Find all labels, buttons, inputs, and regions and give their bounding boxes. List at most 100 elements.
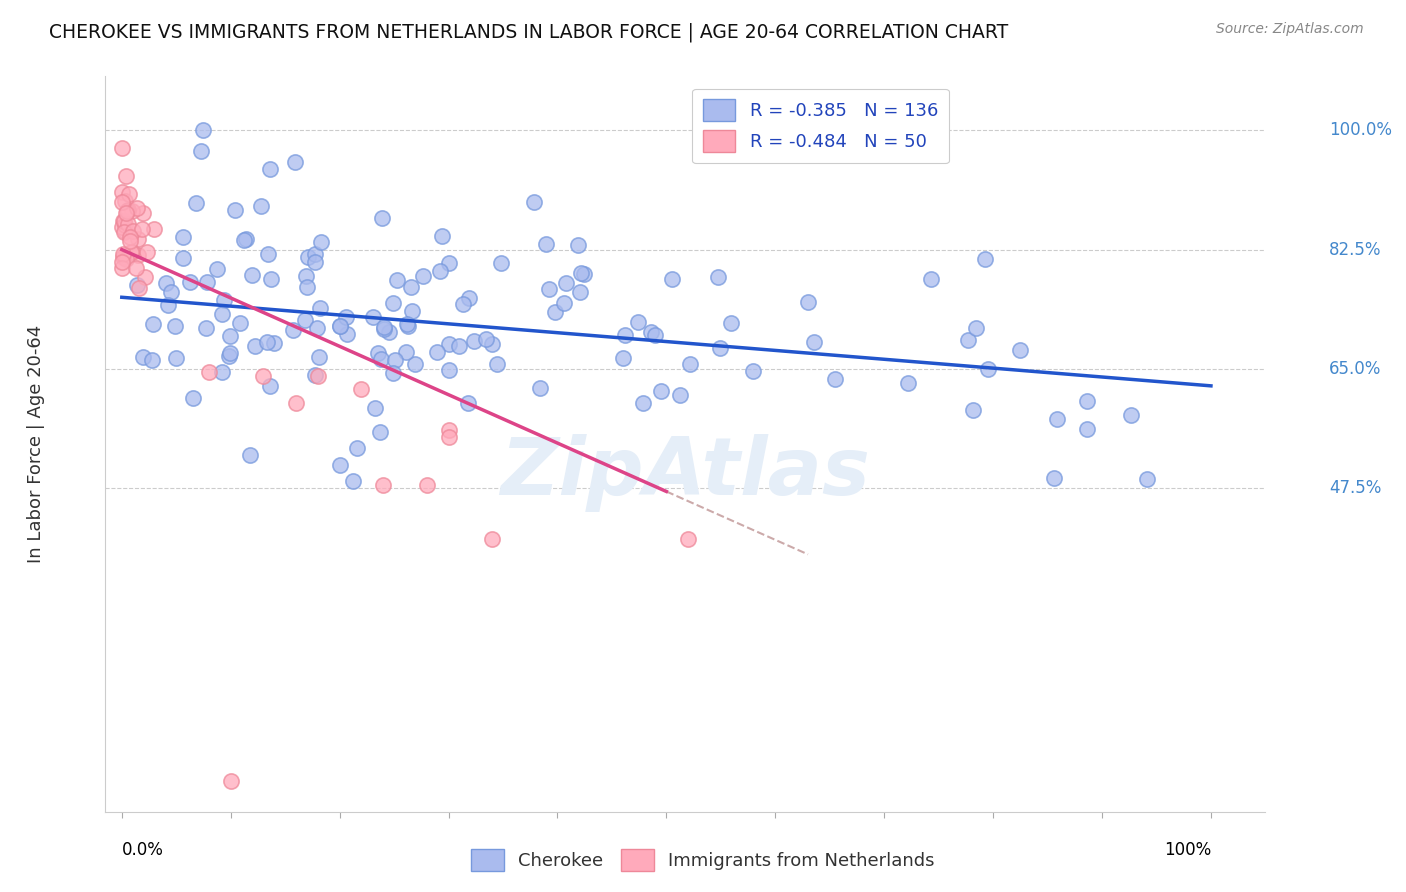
Point <box>742 363 765 377</box>
Point <box>824 372 846 386</box>
Point <box>172 230 194 244</box>
Point <box>644 327 666 342</box>
Point <box>1076 422 1098 436</box>
Point <box>114 250 136 264</box>
Point <box>297 250 319 264</box>
Point <box>426 345 449 359</box>
Point <box>190 144 212 158</box>
Point <box>962 402 984 417</box>
Point <box>920 271 942 285</box>
Point <box>363 310 385 325</box>
Point <box>127 232 149 246</box>
Point <box>309 235 332 250</box>
Point <box>252 368 274 383</box>
Point <box>111 261 134 276</box>
Point <box>553 296 575 310</box>
Point <box>627 315 650 329</box>
Point <box>172 251 194 265</box>
Point <box>429 264 451 278</box>
Point <box>364 401 387 415</box>
Text: 82.5%: 82.5% <box>1329 241 1382 259</box>
Point <box>115 206 138 220</box>
Point <box>235 232 257 246</box>
Point <box>295 268 318 283</box>
Point <box>294 313 316 327</box>
Point <box>260 272 283 286</box>
Point <box>134 269 156 284</box>
Point <box>965 321 987 335</box>
Point <box>1046 412 1069 426</box>
Point <box>112 246 135 260</box>
Text: 100%: 100% <box>1164 841 1211 859</box>
Point <box>156 298 179 312</box>
Point <box>117 203 139 218</box>
Point <box>709 341 731 355</box>
Point <box>382 296 405 310</box>
Point <box>329 458 352 472</box>
Point <box>143 222 166 236</box>
Point <box>613 328 636 343</box>
Point <box>249 199 271 213</box>
Point <box>481 532 503 546</box>
Point <box>232 233 254 247</box>
Point <box>118 235 141 249</box>
Point <box>485 358 508 372</box>
Point <box>706 270 728 285</box>
Point <box>114 224 136 238</box>
Point <box>240 268 263 282</box>
Point <box>329 319 352 334</box>
Point <box>475 332 498 346</box>
Point <box>112 250 135 264</box>
Point <box>121 244 143 259</box>
Point <box>256 335 278 350</box>
Point <box>640 325 662 339</box>
Point <box>489 255 512 269</box>
Point <box>165 319 187 334</box>
Point <box>111 185 134 199</box>
Point <box>367 346 389 360</box>
Point <box>127 248 149 262</box>
Point <box>111 254 134 268</box>
Point <box>412 269 434 284</box>
Point <box>373 477 395 491</box>
Point <box>257 247 280 261</box>
Point <box>797 294 820 309</box>
Point <box>179 275 201 289</box>
Point <box>112 226 135 240</box>
Point <box>309 301 332 316</box>
Point <box>118 186 141 201</box>
Text: 65.0%: 65.0% <box>1329 359 1382 378</box>
Point <box>399 280 422 294</box>
Point <box>259 161 281 176</box>
Point <box>387 273 409 287</box>
Point <box>125 261 148 276</box>
Point <box>295 280 318 294</box>
Point <box>537 281 560 295</box>
Point <box>457 396 479 410</box>
Point <box>304 255 326 269</box>
Point <box>373 320 395 334</box>
Point <box>1008 343 1031 358</box>
Legend: Cherokee, Immigrants from Netherlands: Cherokee, Immigrants from Netherlands <box>464 842 942 879</box>
Point <box>1076 394 1098 409</box>
Point <box>115 169 138 183</box>
Point <box>307 320 329 334</box>
Point <box>384 353 406 368</box>
Point <box>335 310 357 325</box>
Point <box>1119 408 1142 422</box>
Point <box>111 214 134 228</box>
Point <box>115 252 138 267</box>
Point <box>245 339 267 353</box>
Text: 100.0%: 100.0% <box>1329 121 1392 139</box>
Point <box>120 230 142 244</box>
Point <box>127 201 149 215</box>
Point <box>224 202 246 217</box>
Text: 47.5%: 47.5% <box>1329 479 1382 497</box>
Point <box>184 196 207 211</box>
Point <box>191 123 214 137</box>
Point <box>125 277 148 292</box>
Point <box>285 396 308 410</box>
Point <box>121 244 143 259</box>
Point <box>263 336 285 351</box>
Point <box>396 319 419 334</box>
